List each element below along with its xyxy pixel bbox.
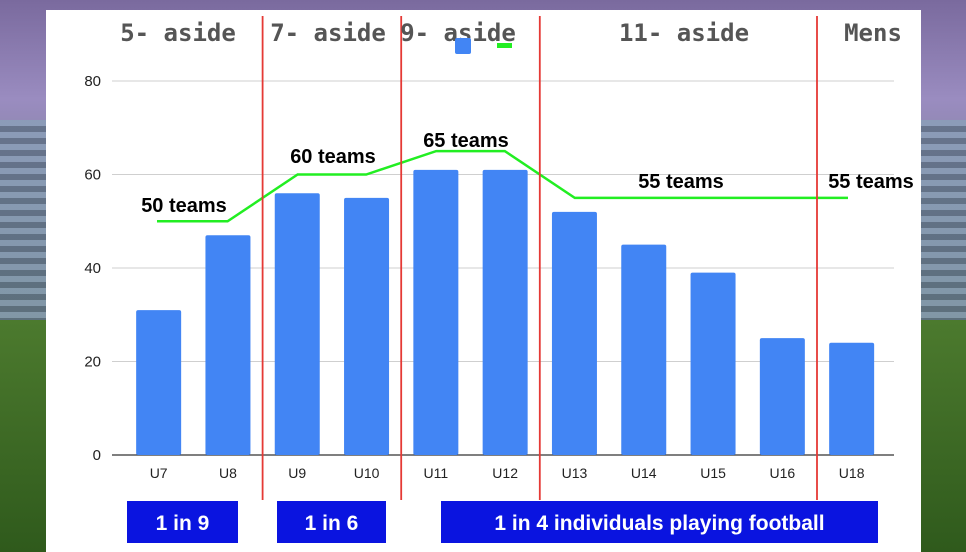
bar-U13 <box>551 211 597 455</box>
x-tick-label: U13 <box>562 465 588 481</box>
participation-label: 1 in 4 individuals playing football <box>494 512 824 535</box>
y-tick-label: 20 <box>84 354 101 371</box>
participation-labels: 1 in 9 1 in 6 1 in 4 individuals playing f… <box>127 501 878 543</box>
team-annotation: 55 teams <box>638 171 724 193</box>
team-annotation: 55 teams <box>828 171 914 193</box>
y-tick-label: 40 <box>84 260 101 277</box>
participation-box-3 <box>441 501 878 543</box>
bars <box>136 169 875 455</box>
bar-U16 <box>759 338 805 455</box>
team-annotation: 50 teams <box>141 195 227 217</box>
x-tick-label: U12 <box>492 465 518 481</box>
participation-label: 1 in 6 <box>305 512 359 535</box>
section-labels: 5- aside 7- aside 9- aside 11- aside Mens <box>120 19 902 47</box>
bar-U8 <box>205 235 251 455</box>
bar-U9 <box>274 193 320 455</box>
y-axis-ticks: 0 20 40 60 80 <box>84 73 101 464</box>
participation-label: 1 in 9 <box>156 512 210 535</box>
x-tick-label: U15 <box>700 465 726 481</box>
y-tick-label: 80 <box>84 73 101 90</box>
x-tick-label: U14 <box>631 465 657 481</box>
bar-U14 <box>621 244 667 455</box>
bar-U18 <box>829 342 875 455</box>
bar-U10 <box>344 197 390 455</box>
bar-U7 <box>136 310 182 455</box>
y-tick-label: 60 <box>84 167 101 184</box>
section-label: Mens <box>844 19 902 47</box>
x-tick-label: U18 <box>839 465 865 481</box>
section-label: 11- aside <box>619 19 749 47</box>
x-tick-label: U10 <box>354 465 380 481</box>
x-tick-label: U11 <box>424 465 449 481</box>
bar-U11 <box>413 169 459 455</box>
team-annotation: 65 teams <box>423 130 509 152</box>
x-tick-label: U9 <box>288 465 306 481</box>
y-tick-label: 0 <box>93 447 101 464</box>
x-axis-ticks: U7 U8 U9 U10 U11 U12 U13 U14 U15 U16 U18 <box>150 465 865 481</box>
x-tick-label: U7 <box>150 465 168 481</box>
team-annotation: 60 teams <box>290 146 376 168</box>
x-tick-label: U8 <box>219 465 237 481</box>
team-annotations: 50 teams 60 teams 65 teams 55 teams 55 teams <box>141 130 914 217</box>
legend-line-swatch <box>497 43 512 48</box>
bar-U12 <box>482 169 528 455</box>
section-label: 5- aside <box>120 19 236 47</box>
legend <box>455 38 512 54</box>
participation-box-2 <box>277 501 386 543</box>
legend-bar-swatch <box>455 38 471 54</box>
participation-box-1 <box>127 501 238 543</box>
x-tick-label: U16 <box>770 465 796 481</box>
section-label: 7- aside <box>270 19 386 47</box>
section-dividers <box>261 16 818 500</box>
bar-U15 <box>690 272 736 455</box>
